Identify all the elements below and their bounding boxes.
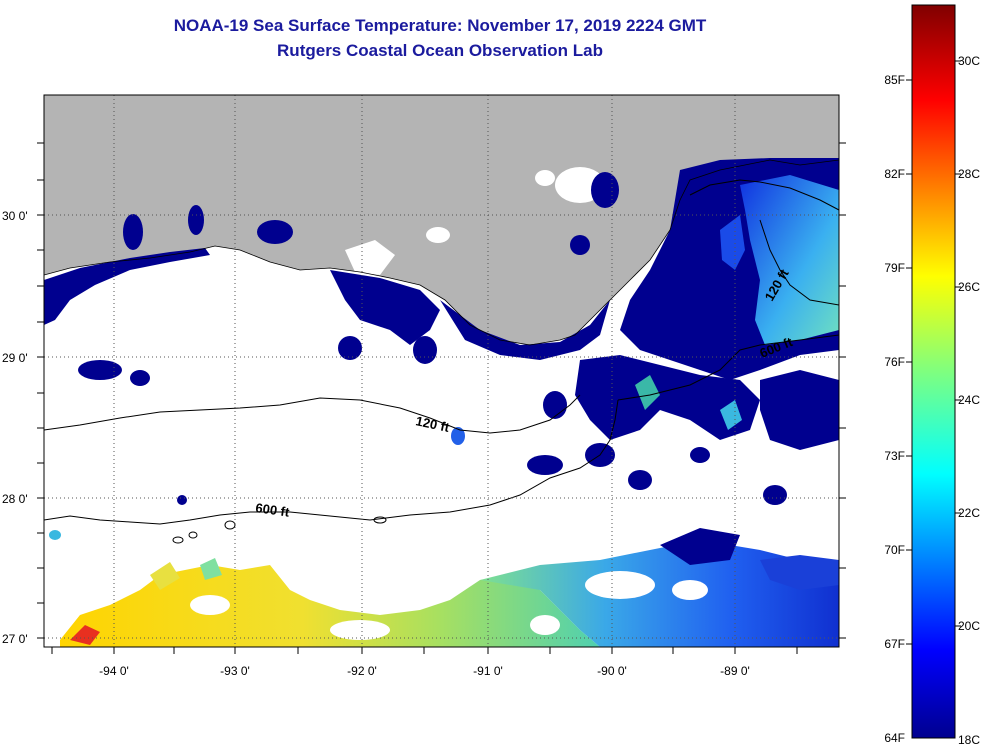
map-subtitle: Rutgers Coastal Ocean Observation Lab [277,41,603,60]
contour-600ft-west [44,399,619,525]
cold-water-patch [78,360,122,380]
lon-label: -91 0' [473,664,503,678]
warm-water-patch [720,400,742,430]
northeast-warm-plume [740,175,839,345]
cold-water-patch [177,495,187,505]
southeastern-water-mass [480,540,839,647]
cold-water-patch [338,336,362,360]
cold-water-patch [257,220,293,244]
cloud-gap [672,580,708,600]
contour-island [188,531,198,539]
lat-label: 29 0' [2,351,28,365]
cold-water-patch [188,205,204,235]
colorbar-label-f: 73F [884,449,905,463]
contour-120ft-east-arc [759,219,839,306]
cold-water-patch [570,235,590,255]
land-mass [44,95,839,345]
cold-water-patch [527,455,563,475]
colorbar-label-f: 70F [884,543,905,557]
colorbar-ticks [906,60,961,645]
colorbar-label-c: 20C [958,619,980,633]
warm-water-patch [635,375,660,410]
contour-island [224,520,236,530]
cold-water-patch [575,355,760,440]
lake-patch [426,227,450,243]
cold-water-patch [628,470,652,490]
water-patch [49,530,61,540]
contour-island [172,536,184,544]
cloud-gap [530,615,560,635]
contour-600ft-east [617,334,839,401]
cold-coastal-water [44,248,210,325]
cold-coastal-water [330,270,440,345]
cold-water-patch [591,172,619,208]
water-patch [760,555,839,590]
lon-label: -89 0' [720,664,750,678]
cold-water-patch [690,447,710,463]
colorbar-label-f: 67F [884,637,905,651]
cold-water-patch [760,370,839,450]
colorbar-label-c: 30C [958,54,980,68]
lake-patch [345,240,395,275]
lat-label: 30 0' [2,209,28,223]
lat-label: 28 0' [2,492,28,506]
colorbar-label-f: 64F [884,731,905,745]
southern-warm-water [60,565,600,647]
contour-label-600ft: 600 ft [255,500,291,520]
lon-label: -90 0' [597,664,627,678]
colorbar-label-f: 82F [884,167,905,181]
water-patch [720,215,745,270]
cold-coastal-water [440,300,610,360]
warm-water-patch [200,558,222,580]
colorbar-label-c: 22C [958,506,980,520]
cold-water-patch [413,336,437,364]
temperature-colorbar [911,4,956,739]
contour-island [373,516,387,524]
cloud-gap [585,571,655,599]
contour-120ft-east [689,179,839,211]
cold-water-patch [123,214,143,250]
cloud-gap [330,620,390,640]
cold-water-patch [660,528,740,565]
plot-frame [43,94,840,648]
contour-label-120ft: 120 ft [414,413,451,435]
lat-label: 27 0' [2,632,28,646]
water-patch [451,427,465,445]
cold-water-patch [130,370,150,386]
axis-ticks [37,142,846,654]
lon-label: -93 0' [220,664,250,678]
warmest-water-patch [70,625,100,645]
lon-label: -92 0' [347,664,377,678]
cloud-gap [190,595,230,615]
map-title: NOAA-19 Sea Surface Temperature: Novembe… [173,16,707,35]
colorbar-label-f: 76F [884,355,905,369]
colorbar-label-f: 79F [884,261,905,275]
colorbar-label-f: 85F [884,73,905,87]
colorbar-label-c: 24C [958,393,980,407]
cold-water-patch [763,485,787,505]
cold-water-patch [543,391,567,419]
colorbar-label-c: 18C [958,733,980,747]
contour-120ft-west [44,394,581,434]
colorbar-label-c: 28C [958,167,980,181]
lon-label: -94 0' [99,664,129,678]
coastline [44,159,839,346]
lat-lon-grid [44,95,839,647]
warm-water-patch [150,562,180,590]
lake-patch [535,170,555,186]
colorbar-label-c: 26C [958,280,980,294]
